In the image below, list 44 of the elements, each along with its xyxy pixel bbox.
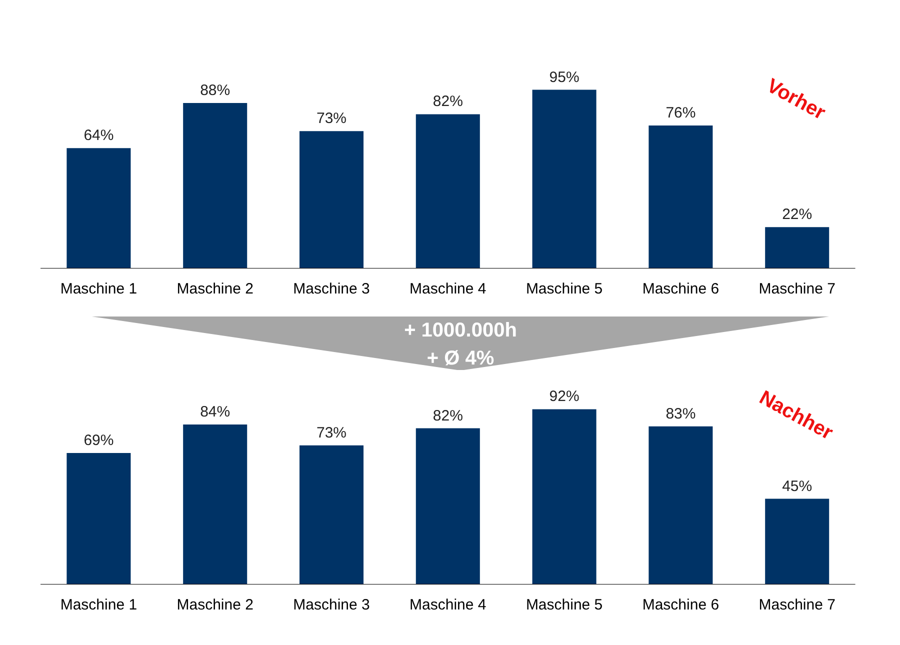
text: + Ø 4%	[426, 348, 494, 370]
bar	[532, 90, 596, 268]
data-label: 84%	[200, 403, 230, 420]
x-tick-label: Maschine 7	[758, 596, 836, 614]
data-label: 83%	[666, 405, 696, 422]
x-tick-label: Maschine 2	[176, 596, 254, 614]
bar	[532, 409, 596, 584]
bar	[648, 426, 713, 584]
x-tick-label: Maschine 2	[176, 280, 254, 298]
data-label: 22%	[782, 206, 812, 224]
text: + 1000.000h	[404, 320, 517, 342]
x-tick-label: Maschine 3	[293, 280, 370, 298]
data-label: 95%	[549, 68, 580, 86]
data-label: 69%	[84, 432, 114, 450]
bar	[416, 428, 480, 584]
bar	[183, 424, 248, 584]
x-tick-label: Maschine 6	[642, 280, 720, 298]
data-label: 73%	[316, 110, 347, 128]
data-label: 88%	[200, 82, 230, 99]
data-label: 92%	[549, 388, 580, 406]
data-label: 82%	[432, 93, 463, 110]
x-tick-label: Maschine 1	[60, 596, 138, 614]
bar	[299, 131, 364, 268]
bar	[66, 148, 131, 268]
x-tick-label: Maschine 4	[410, 596, 486, 614]
bar	[648, 126, 713, 268]
data-label: 76%	[666, 104, 696, 122]
bar	[765, 498, 830, 584]
x-tick-label: Maschine 3	[293, 596, 370, 614]
bar	[183, 102, 248, 268]
x-tick-label: Maschine 1	[60, 280, 138, 298]
data-label: 82%	[432, 407, 463, 424]
bar	[299, 445, 364, 584]
x-tick-label: Maschine 4	[410, 280, 486, 298]
data-label: 45%	[782, 478, 812, 495]
data-label: 73%	[316, 424, 347, 442]
x-tick-label: Maschine 5	[526, 596, 603, 614]
bar	[416, 114, 480, 268]
x-tick-label: Maschine 7	[758, 280, 836, 298]
data-label: 64%	[84, 127, 114, 144]
x-tick-label: Maschine 6	[642, 596, 720, 614]
bar	[765, 227, 830, 268]
x-tick-label: Maschine 5	[526, 280, 603, 298]
bar	[66, 453, 131, 584]
